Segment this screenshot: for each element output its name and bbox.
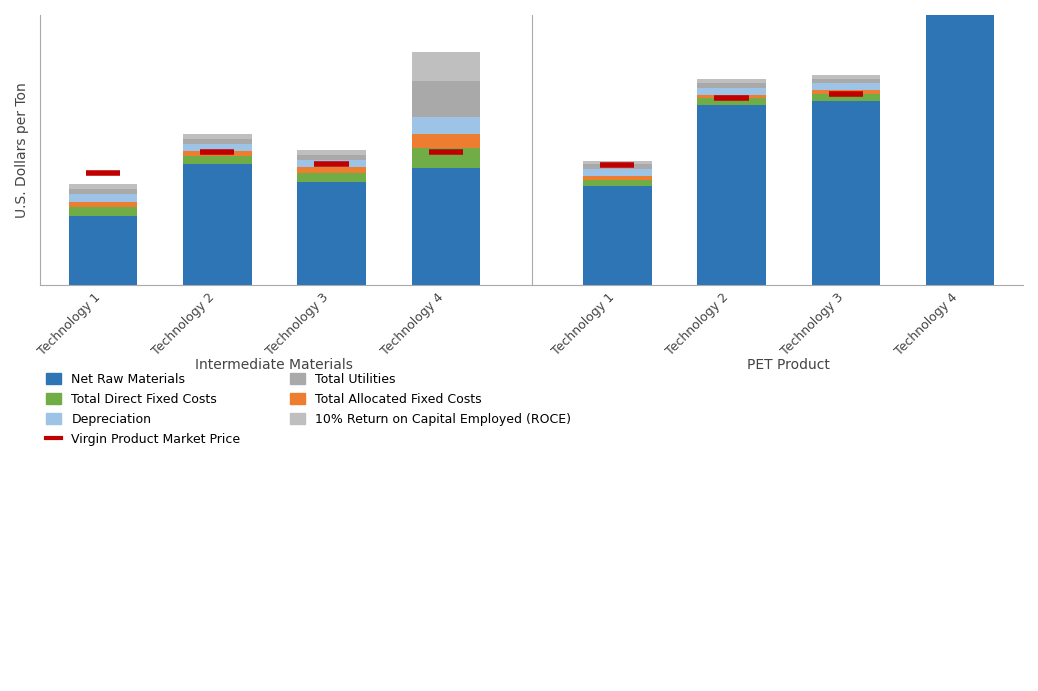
Bar [698, 95, 766, 98]
Bar [69, 184, 137, 189]
Bar [698, 98, 766, 105]
Bar [69, 194, 137, 202]
Bar [411, 169, 481, 285]
Bar [297, 160, 365, 167]
Bar [583, 164, 652, 169]
Bar [297, 173, 365, 182]
Bar [812, 91, 880, 94]
Bar [69, 216, 137, 285]
Bar [812, 75, 880, 79]
Legend: Net Raw Materials, Total Direct Fixed Costs, Depreciation, Virgin Product Market: Net Raw Materials, Total Direct Fixed Co… [47, 373, 572, 446]
Bar [183, 155, 251, 164]
Bar [698, 105, 766, 285]
Bar [69, 207, 137, 216]
Bar [583, 176, 652, 180]
Bar [411, 52, 481, 82]
Bar [926, 0, 994, 285]
Bar [812, 101, 880, 285]
Bar [583, 180, 652, 187]
Bar [698, 88, 766, 95]
Bar [183, 134, 251, 138]
Bar [411, 82, 481, 117]
Bar [297, 167, 365, 173]
Bar [812, 83, 880, 91]
Bar [411, 148, 481, 169]
Bar [411, 135, 481, 148]
Bar [183, 144, 251, 151]
Bar [183, 138, 251, 144]
Text: PET Product: PET Product [747, 358, 830, 372]
Bar [69, 189, 137, 194]
Bar [297, 182, 365, 285]
Bar [411, 117, 481, 135]
Y-axis label: U.S. Dollars per Ton: U.S. Dollars per Ton [15, 82, 29, 218]
Bar [183, 151, 251, 155]
Bar [297, 150, 365, 155]
Bar [69, 202, 137, 207]
Bar [583, 169, 652, 176]
Text: Intermediate Materials: Intermediate Materials [195, 358, 353, 372]
Bar [812, 94, 880, 101]
Bar [698, 83, 766, 88]
Bar [183, 164, 251, 285]
Bar [297, 155, 365, 160]
Bar [583, 160, 652, 164]
Bar [583, 187, 652, 285]
Bar [812, 79, 880, 83]
Bar [698, 79, 766, 83]
